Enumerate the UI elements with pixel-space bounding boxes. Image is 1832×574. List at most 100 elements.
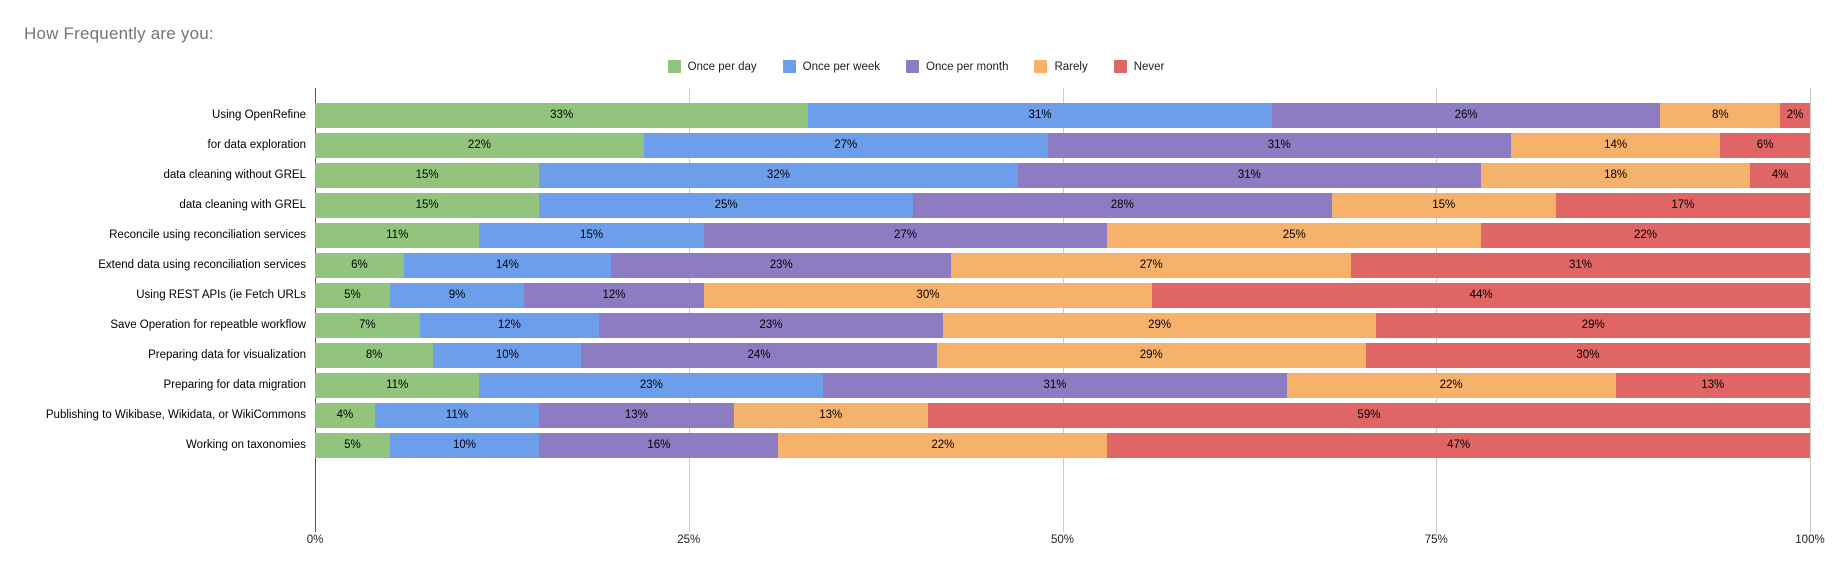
bar-segment-rarely[interactable]: 22% bbox=[1286, 372, 1616, 398]
bar-segment-once-per-month[interactable]: 16% bbox=[539, 432, 779, 458]
bar-segment-never[interactable]: 22% bbox=[1481, 222, 1810, 248]
legend-swatch-icon bbox=[782, 60, 796, 73]
legend-item-once-per-month: Once per month bbox=[906, 60, 1008, 73]
category-label: Preparing for data migration bbox=[163, 379, 306, 391]
segment-value-label: 12% bbox=[497, 319, 521, 331]
bar-segment-once-per-week[interactable]: 15% bbox=[479, 222, 704, 248]
segment-value-label: 31% bbox=[1043, 379, 1067, 391]
bar-segment-once-per-day[interactable]: 22% bbox=[315, 132, 644, 158]
segment-value-label: 18% bbox=[1604, 169, 1628, 181]
legend-label: Once per day bbox=[687, 60, 757, 73]
bar-segment-never[interactable]: 29% bbox=[1376, 312, 1810, 338]
legend-label: Never bbox=[1133, 60, 1165, 73]
bar-segment-once-per-week[interactable]: 14% bbox=[403, 252, 612, 278]
plot-area bbox=[315, 88, 1811, 532]
bar-track: 4% 11% 13% 13% 59% bbox=[315, 402, 1810, 428]
bar-segment-once-per-month[interactable]: 31% bbox=[1017, 162, 1482, 188]
bar-segment-once-per-month[interactable]: 26% bbox=[1271, 102, 1661, 128]
bar-segment-once-per-month[interactable]: 31% bbox=[823, 372, 1287, 398]
bar-segment-never[interactable]: 31% bbox=[1351, 252, 1810, 278]
x-axis-tick-label: 0% bbox=[306, 534, 324, 546]
x-axis-tick-label: 100% bbox=[1795, 534, 1825, 546]
bar-segment-rarely[interactable]: 29% bbox=[942, 312, 1377, 338]
bar-segment-rarely[interactable]: 13% bbox=[733, 402, 928, 428]
bar-segment-once-per-day[interactable]: 7% bbox=[315, 312, 420, 338]
bar-segment-rarely[interactable]: 29% bbox=[936, 342, 1366, 368]
bar-segment-once-per-month[interactable]: 23% bbox=[611, 252, 952, 278]
bar-segment-never[interactable]: 2% bbox=[1780, 102, 1810, 128]
bar-segment-once-per-week[interactable]: 25% bbox=[539, 192, 913, 218]
legend-swatch-icon bbox=[667, 60, 681, 73]
bar-segment-rarely[interactable]: 25% bbox=[1107, 222, 1482, 248]
chart-rows: Using OpenRefine 33% 31% 26% 8% 2% for data ex… bbox=[0, 100, 1832, 460]
bar-segment-rarely[interactable]: 15% bbox=[1331, 192, 1556, 218]
bar-segment-once-per-month[interactable]: 31% bbox=[1047, 132, 1511, 158]
segment-value-label: 11% bbox=[386, 229, 409, 241]
bar-segment-once-per-day[interactable]: 33% bbox=[315, 102, 809, 128]
bar-segment-once-per-day[interactable]: 8% bbox=[315, 342, 434, 368]
segment-value-label: 28% bbox=[1110, 199, 1134, 211]
axis-baseline bbox=[315, 88, 316, 532]
bar-segment-rarely[interactable]: 18% bbox=[1481, 162, 1751, 188]
bar-segment-once-per-day[interactable]: 11% bbox=[315, 222, 480, 248]
bar-segment-once-per-day[interactable]: 11% bbox=[315, 372, 480, 398]
category-label: Working on taxonomies bbox=[186, 439, 306, 451]
bar-segment-never[interactable]: 30% bbox=[1365, 342, 1810, 368]
bar-segment-once-per-week[interactable]: 10% bbox=[389, 432, 540, 458]
bar-segment-once-per-week[interactable]: 27% bbox=[643, 132, 1048, 158]
bar-segment-rarely[interactable]: 14% bbox=[1510, 132, 1721, 158]
bar-segment-once-per-week[interactable]: 11% bbox=[374, 402, 540, 428]
bar-segment-once-per-day[interactable]: 6% bbox=[315, 252, 404, 278]
category-label: Reconcile using reconciliation services bbox=[109, 229, 306, 241]
bar-segment-rarely[interactable]: 22% bbox=[778, 432, 1108, 458]
bar-segment-never[interactable]: 59% bbox=[927, 402, 1810, 428]
segment-value-label: 25% bbox=[1282, 229, 1306, 241]
bar-segment-once-per-week[interactable]: 10% bbox=[433, 342, 582, 368]
bar-segment-never[interactable]: 47% bbox=[1107, 432, 1810, 458]
segment-value-label: 5% bbox=[344, 289, 361, 301]
bar-track: 15% 32% 31% 18% 4% bbox=[315, 162, 1810, 188]
bar-segment-once-per-day[interactable]: 4% bbox=[315, 402, 375, 428]
segment-value-label: 11% bbox=[445, 409, 469, 421]
bar-segment-once-per-week[interactable]: 23% bbox=[479, 372, 824, 398]
segment-value-label: 17% bbox=[1671, 199, 1695, 211]
bar-segment-never[interactable]: 17% bbox=[1555, 192, 1810, 218]
bar-segment-once-per-day[interactable]: 5% bbox=[315, 282, 390, 308]
segment-value-label: 13% bbox=[819, 409, 843, 421]
segment-value-label: 27% bbox=[834, 139, 858, 151]
chart-row: Save Operation for repeatble workflow 7% 1… bbox=[0, 310, 1832, 340]
bar-segment-once-per-week[interactable]: 9% bbox=[389, 282, 525, 308]
chart-legend: Once per day Once per week Once per month R… bbox=[0, 60, 1832, 73]
gridline bbox=[1436, 88, 1438, 532]
bar-segment-once-per-month[interactable]: 27% bbox=[703, 222, 1108, 248]
bar-segment-once-per-month[interactable]: 24% bbox=[581, 342, 937, 368]
segment-value-label: 2% bbox=[1786, 109, 1804, 121]
legend-item-once-per-day: Once per day bbox=[667, 60, 757, 73]
segment-value-label: 14% bbox=[1604, 139, 1628, 151]
bar-segment-once-per-week[interactable]: 31% bbox=[808, 102, 1272, 128]
bar-track: 7% 12% 23% 29% 29% bbox=[315, 312, 1810, 338]
bar-segment-once-per-month[interactable]: 23% bbox=[599, 312, 943, 338]
bar-segment-once-per-day[interactable]: 15% bbox=[315, 162, 540, 188]
bar-segment-never[interactable]: 13% bbox=[1615, 372, 1810, 398]
bar-segment-once-per-day[interactable]: 5% bbox=[315, 432, 390, 458]
segment-value-label: 6% bbox=[1756, 139, 1774, 151]
gridline bbox=[1062, 88, 1064, 532]
bar-segment-once-per-month[interactable]: 28% bbox=[913, 192, 1332, 218]
bar-segment-rarely[interactable]: 8% bbox=[1660, 102, 1781, 128]
chart-row: Preparing for data migration 11% 23% 31% 22%… bbox=[0, 370, 1832, 400]
bar-segment-once-per-month[interactable]: 13% bbox=[539, 402, 734, 428]
chart-row: Using REST APIs (ie Fetch URLs 5% 9% 12% 30%… bbox=[0, 280, 1832, 310]
bar-segment-once-per-week[interactable]: 12% bbox=[419, 312, 600, 338]
bar-segment-once-per-month[interactable]: 12% bbox=[524, 282, 704, 308]
segment-value-label: 22% bbox=[467, 139, 491, 151]
bar-segment-once-per-day[interactable]: 15% bbox=[315, 192, 540, 218]
bar-segment-once-per-week[interactable]: 32% bbox=[539, 162, 1018, 188]
bar-segment-never[interactable]: 4% bbox=[1750, 162, 1810, 188]
bar-segment-never[interactable]: 6% bbox=[1720, 132, 1810, 158]
bar-segment-rarely[interactable]: 27% bbox=[951, 252, 1352, 278]
segment-value-label: 47% bbox=[1447, 439, 1471, 451]
segment-value-label: 14% bbox=[495, 259, 519, 271]
bar-segment-rarely[interactable]: 30% bbox=[703, 282, 1153, 308]
bar-segment-never[interactable]: 44% bbox=[1152, 282, 1810, 308]
